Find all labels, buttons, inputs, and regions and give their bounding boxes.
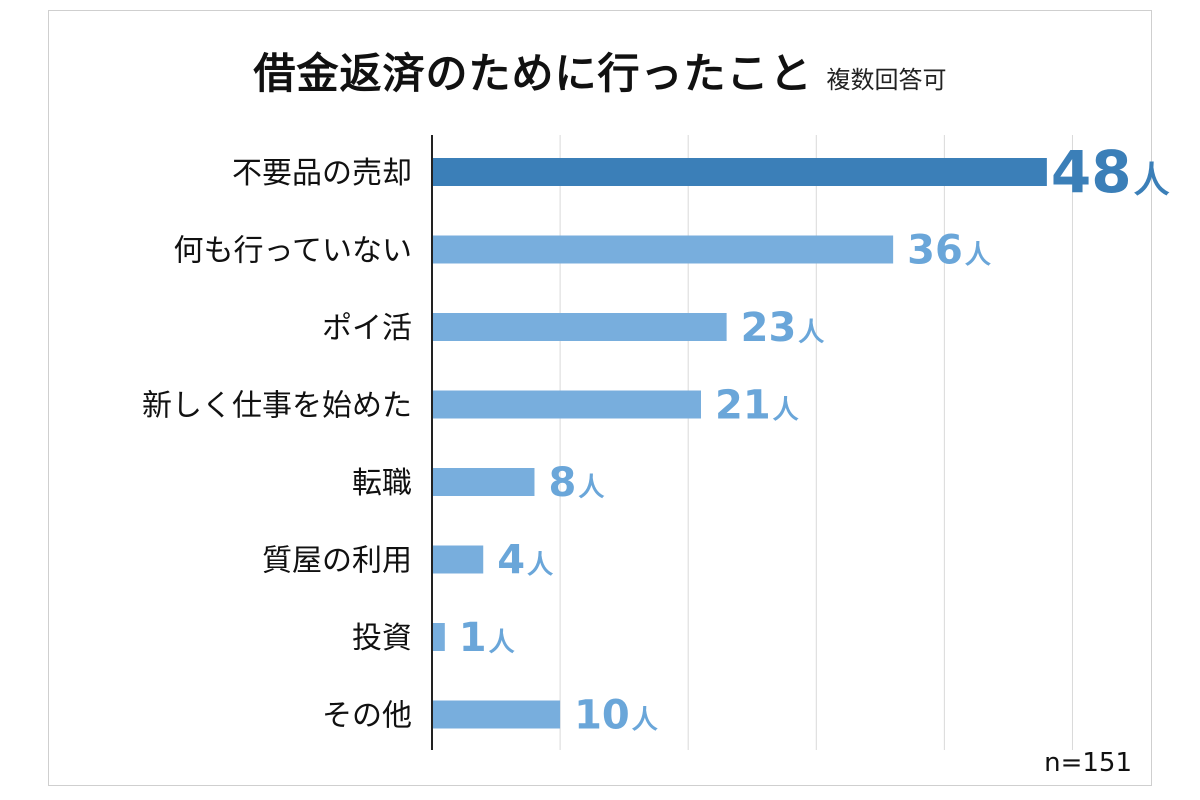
data-label: 48人 [1051, 138, 1170, 206]
category-label: 新しく仕事を始めた [142, 389, 412, 424]
bar [432, 700, 561, 729]
bar [432, 623, 445, 651]
category-label: 不要品の売却 [232, 156, 412, 191]
data-label: 36人 [907, 228, 991, 274]
title-row: 借金返済のために行ったこと 複数回答可 [0, 40, 1200, 110]
category-label: 転職 [352, 466, 412, 501]
sample-size-note: n=151 [1044, 748, 1132, 778]
bar [432, 390, 701, 419]
bar [432, 313, 727, 341]
category-label: その他 [322, 699, 412, 734]
category-label: 投資 [352, 621, 412, 656]
bar [432, 545, 484, 574]
chart-title: 借金返済のために行ったこと [253, 49, 813, 98]
bar [432, 235, 894, 264]
data-label: 1人 [459, 615, 515, 661]
category-label: ポイ活 [322, 311, 412, 346]
data-label: 23人 [741, 305, 825, 351]
category-label: 何も行っていない [174, 234, 413, 269]
chart-subtitle: 複数回答可 [826, 66, 947, 94]
data-label: 21人 [715, 383, 799, 429]
data-label: 10人 [574, 693, 658, 739]
category-label: 質屋の利用 [262, 544, 412, 579]
data-label: 8人 [548, 460, 604, 506]
data-label: 4人 [497, 538, 553, 584]
bar [432, 158, 1047, 186]
bar [432, 468, 535, 496]
